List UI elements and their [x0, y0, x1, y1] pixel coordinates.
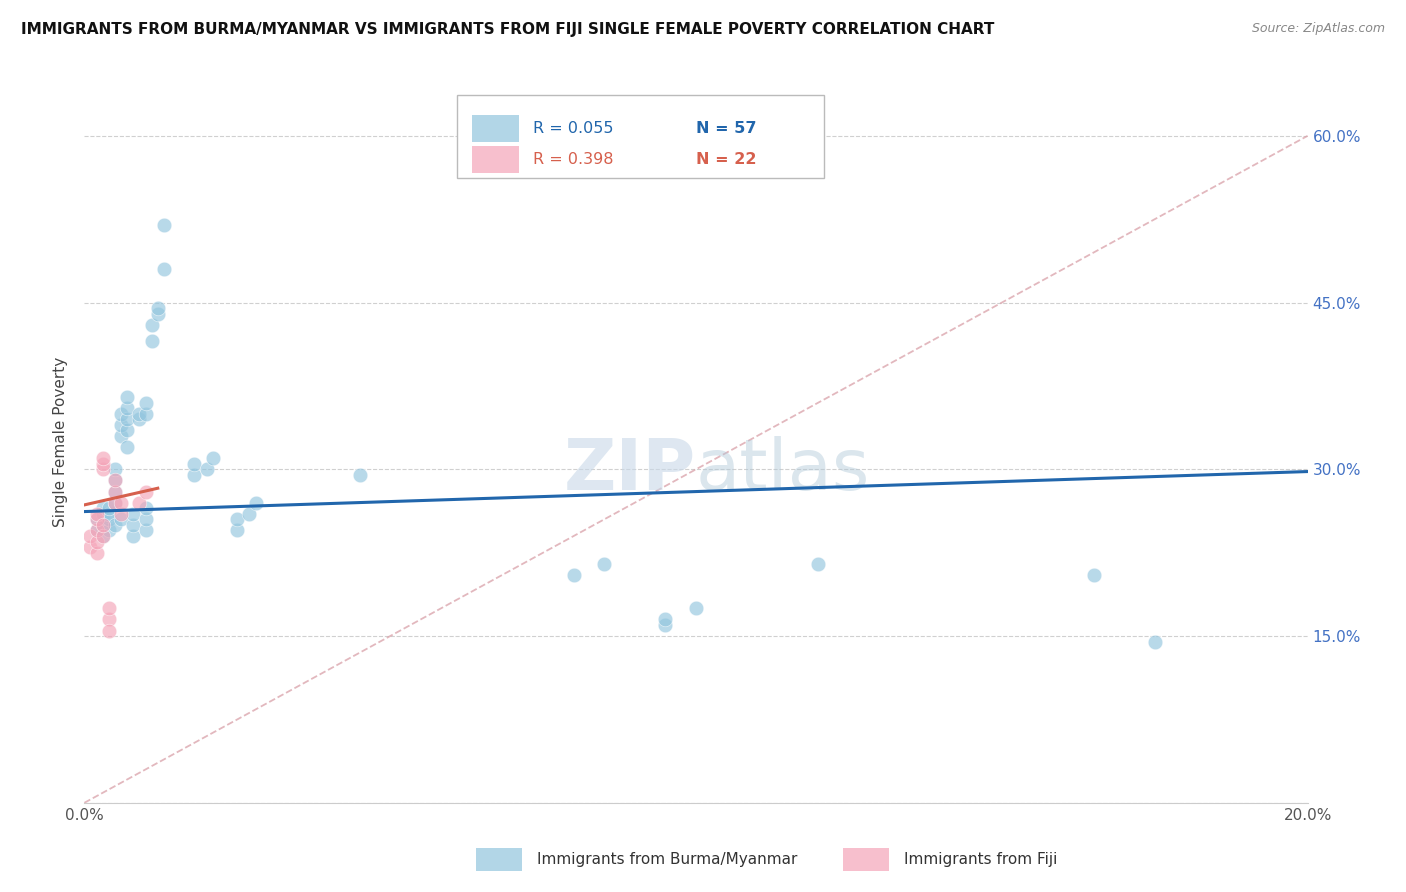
Point	[654, 618, 676, 632]
Text: R = 0.398: R = 0.398	[533, 153, 614, 168]
Point	[104, 462, 127, 476]
Point	[97, 507, 120, 521]
Point	[104, 474, 127, 488]
Y-axis label: Single Female Poverty: Single Female Poverty	[53, 357, 69, 526]
Point	[146, 307, 169, 321]
Point	[104, 496, 127, 510]
Point	[110, 429, 132, 443]
Text: ZIP: ZIP	[564, 436, 696, 505]
Text: Source: ZipAtlas.com: Source: ZipAtlas.com	[1251, 22, 1385, 36]
Point	[201, 451, 224, 466]
Text: Immigrants from Burma/Myanmar: Immigrants from Burma/Myanmar	[537, 853, 797, 867]
Text: R = 0.055: R = 0.055	[533, 121, 614, 136]
Point	[86, 546, 108, 560]
Point	[135, 407, 157, 421]
Point	[195, 462, 218, 476]
Point	[86, 507, 108, 521]
Point	[91, 451, 114, 466]
Point	[97, 612, 120, 626]
Point	[79, 540, 101, 554]
Point	[128, 407, 150, 421]
Point	[135, 524, 157, 538]
Point	[97, 512, 120, 526]
Point	[97, 524, 120, 538]
Point	[86, 524, 108, 538]
Text: atlas: atlas	[696, 436, 870, 505]
Point	[135, 512, 157, 526]
Point	[91, 462, 114, 476]
Point	[115, 412, 138, 426]
Point	[97, 601, 120, 615]
Point	[135, 501, 157, 516]
Point	[226, 524, 249, 538]
Point	[349, 467, 371, 482]
Point	[86, 512, 108, 526]
Point	[122, 507, 145, 521]
Point	[226, 512, 249, 526]
Point	[104, 474, 127, 488]
Point	[110, 496, 132, 510]
Text: N = 22: N = 22	[696, 153, 756, 168]
Point	[128, 412, 150, 426]
Point	[97, 624, 120, 638]
Point	[110, 407, 132, 421]
Text: N = 57: N = 57	[696, 121, 756, 136]
Point	[110, 512, 132, 526]
Point	[1143, 634, 1166, 648]
Point	[141, 318, 163, 332]
FancyBboxPatch shape	[472, 146, 519, 173]
Point	[238, 507, 260, 521]
Point	[104, 496, 127, 510]
Point	[141, 334, 163, 349]
Point	[654, 612, 676, 626]
Point	[115, 440, 138, 454]
Text: IMMIGRANTS FROM BURMA/MYANMAR VS IMMIGRANTS FROM FIJI SINGLE FEMALE POVERTY CORR: IMMIGRANTS FROM BURMA/MYANMAR VS IMMIGRA…	[21, 22, 994, 37]
Point	[135, 484, 157, 499]
Point	[115, 401, 138, 416]
Point	[91, 457, 114, 471]
Point	[807, 557, 830, 571]
Point	[86, 524, 108, 538]
Point	[86, 534, 108, 549]
Point	[110, 417, 132, 432]
Point	[183, 457, 205, 471]
Point	[562, 568, 585, 582]
Point	[122, 517, 145, 532]
Point	[115, 390, 138, 404]
Point	[91, 501, 114, 516]
Point	[91, 529, 114, 543]
Point	[91, 517, 114, 532]
Point	[1083, 568, 1105, 582]
Point	[245, 496, 267, 510]
Point	[183, 467, 205, 482]
Point	[122, 529, 145, 543]
Point	[128, 496, 150, 510]
Point	[91, 517, 114, 532]
FancyBboxPatch shape	[842, 847, 889, 871]
FancyBboxPatch shape	[457, 95, 824, 178]
Point	[115, 424, 138, 438]
Point	[86, 512, 108, 526]
Point	[110, 507, 132, 521]
Point	[135, 395, 157, 409]
Point	[91, 529, 114, 543]
Point	[104, 484, 127, 499]
Point	[146, 301, 169, 315]
Point	[91, 507, 114, 521]
Point	[79, 529, 101, 543]
Point	[153, 218, 176, 232]
Text: Immigrants from Fiji: Immigrants from Fiji	[904, 853, 1057, 867]
Point	[685, 601, 707, 615]
Point	[97, 501, 120, 516]
FancyBboxPatch shape	[475, 847, 522, 871]
Point	[593, 557, 616, 571]
FancyBboxPatch shape	[472, 115, 519, 143]
Point	[153, 262, 176, 277]
Point	[104, 517, 127, 532]
Point	[104, 484, 127, 499]
